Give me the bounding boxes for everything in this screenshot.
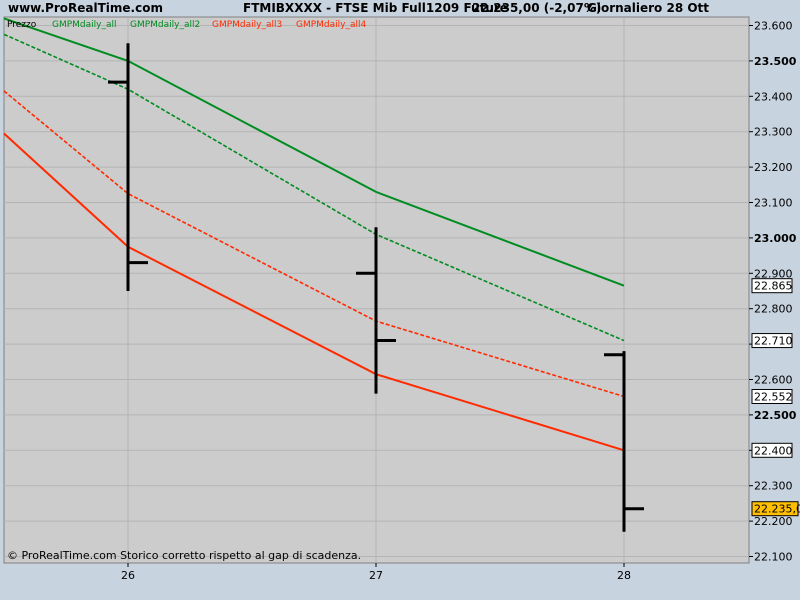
series-line	[3, 17, 625, 287]
series-end-label: 22.552	[754, 390, 793, 403]
y-tick-label: 22.600	[754, 374, 793, 387]
legend-title: Prezzo	[7, 20, 37, 30]
series-end-box	[751, 442, 793, 458]
y-tick-label: 22.100	[754, 551, 793, 564]
y-tick-label: 23.000	[754, 232, 797, 245]
series-end-label: 22.865	[754, 280, 793, 293]
series-line	[3, 132, 625, 452]
legend-entry: GMPMdaily_all	[52, 20, 117, 30]
legend-entry: GMPMdaily_all3	[212, 20, 282, 30]
x-tick-label: 26	[121, 569, 135, 582]
series-end-label: 22.400	[754, 444, 793, 457]
series-line	[3, 33, 625, 342]
legend: Prezzo GMPMdaily_all GMPMdaily_all2 GMPMda…	[7, 20, 367, 30]
series-end-label: 22.710	[754, 335, 793, 348]
series-end-box	[751, 278, 793, 294]
chart-period: Giornaliero 28 Ott	[587, 1, 710, 15]
y-tick-label: 22.800	[754, 303, 793, 316]
legend-entry: GMPMdaily_all2	[130, 20, 200, 30]
end-value-labels: 22.865 22.710 22.552 22.400 22.235,0	[751, 278, 800, 517]
y-tick-label: 22.200	[754, 515, 793, 528]
y-tick-label: 23.400	[754, 90, 793, 103]
chart-header: www.ProRealTime.com FTMIBXXXX - FTSE Mib…	[0, 0, 800, 16]
y-tick-label: 22.500	[754, 409, 797, 422]
y-tick-label: 22.900	[754, 267, 793, 280]
last-price-change: 22.235,00 (-2,07%)	[472, 1, 602, 15]
y-tick-label: 22.300	[754, 480, 793, 493]
y-tick-label: 23.500	[754, 55, 797, 68]
site-url[interactable]: www.ProRealTime.com	[8, 1, 163, 15]
y-tick-label: 23.300	[754, 126, 793, 139]
footer-note: © ProRealTime.com Storico corretto rispe…	[7, 549, 361, 562]
ohlc-bars	[108, 43, 644, 532]
y-tick-label: 23.100	[754, 197, 793, 210]
series-end-box	[751, 388, 793, 404]
x-tick-label: 27	[369, 569, 383, 582]
last-price-label: 22.235,0	[754, 503, 800, 516]
indicator-lines	[3, 17, 625, 452]
last-price-box	[751, 501, 799, 517]
x-tick-label: 28	[617, 569, 631, 582]
x-axis: 26 27 28	[121, 563, 631, 582]
series-line	[3, 90, 625, 398]
series-end-box	[751, 333, 793, 349]
legend-entry: GMPMdaily_all4	[296, 20, 367, 30]
y-tick-label: 23.200	[754, 161, 793, 174]
instrument-title: FTMIBXXXX - FTSE Mib Full1209 Future	[243, 1, 508, 15]
y-tick-label: 23.600	[754, 20, 793, 33]
